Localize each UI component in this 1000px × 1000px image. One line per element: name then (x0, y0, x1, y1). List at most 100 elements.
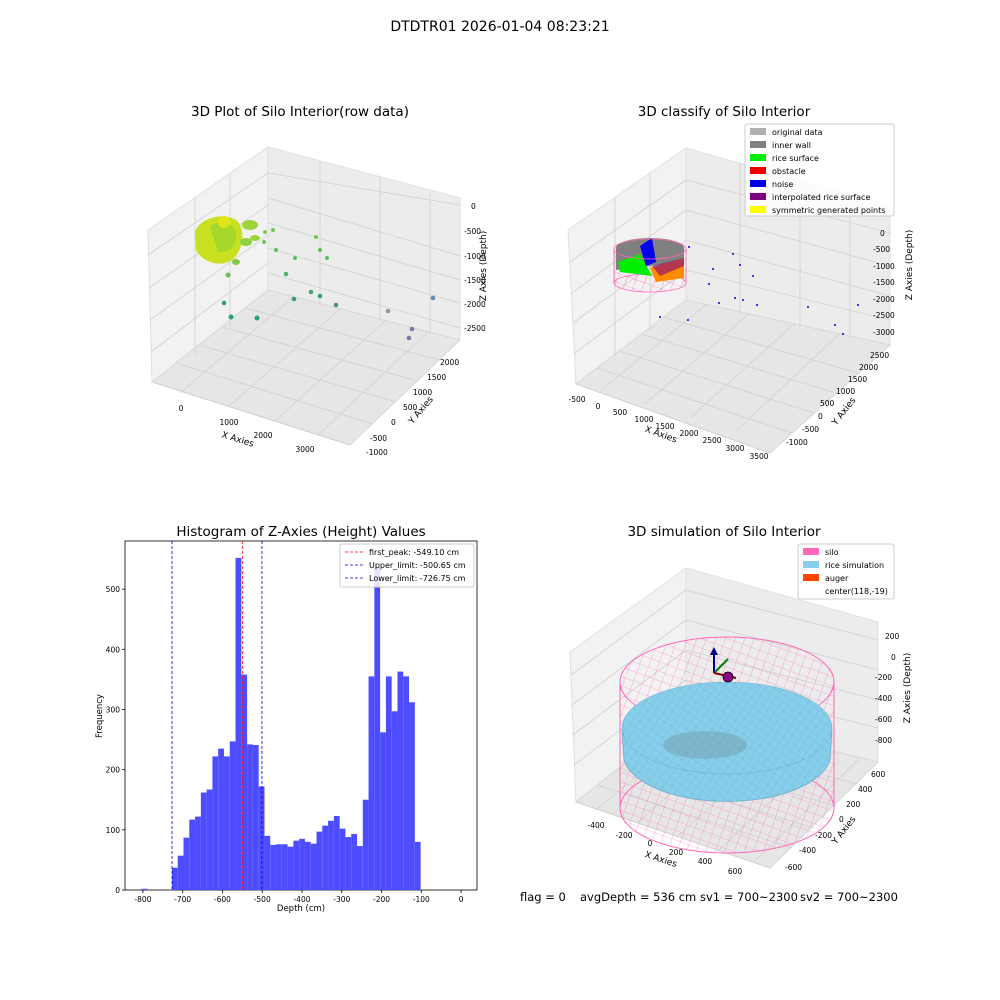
hist-legend-entry-2: Lower_limit: -726.75 cm (345, 574, 466, 583)
classify-legend-frame (744, 123, 895, 217)
raw-z-tick-0: -2500 (464, 324, 486, 333)
hist-y-tick-label: 200 (106, 766, 121, 775)
hist-y-tick-label: 0 (115, 886, 120, 895)
hist-legend-label-2: Lower_limit: -726.75 cm (369, 574, 466, 583)
classify-z-tick-1: -2500 (873, 311, 895, 320)
hist-title: Histogram of Z-Axies (Height) Values (176, 524, 425, 540)
raw-z-tick-4: -500 (464, 227, 481, 236)
footer-stats: flag = 0 avgDepth = 536 cm sv1 = 700~230… (520, 890, 898, 904)
sim-x-tick-0: -400 (587, 821, 604, 830)
sim-z-tick-3: -200 (875, 673, 892, 682)
raw-x-tick-3: 3000 (295, 445, 314, 454)
classify-legend-swatch-5 (750, 193, 766, 200)
hist-bar (397, 671, 404, 890)
sim-center-marker (722, 671, 734, 683)
sim-legend-entry-1: rice simulation (803, 561, 884, 570)
hist-bar (403, 676, 410, 890)
hist-bar (235, 557, 242, 890)
hist-x-tick-label: -800 (134, 895, 151, 904)
sim-x-tick-5: 600 (728, 867, 743, 876)
classify-x-tick-6: 2500 (702, 436, 721, 445)
classify-x-tick-3: 1000 (634, 415, 653, 424)
hist-bar (339, 828, 346, 890)
raw-z-tick-5: 0 (471, 202, 476, 211)
raw-y-tick-2: 0 (391, 418, 396, 427)
hist-bar (374, 566, 381, 890)
classify-x-tick-4: 1500 (655, 422, 674, 431)
classify-legend-entry-1: inner wall (750, 141, 811, 150)
hist-legend-frame (339, 543, 475, 588)
raw-y-tick-4: 1000 (413, 388, 432, 397)
raw-y-tick-1: -500 (370, 434, 387, 443)
hist-bar (195, 816, 201, 890)
classify-y-tick-1: -500 (802, 425, 819, 434)
hist-bar (310, 843, 317, 890)
hist-bar (287, 846, 294, 890)
hist-x-tick-label: -200 (373, 895, 390, 904)
sim-y-tick-5: 400 (858, 785, 873, 794)
raw-x-tick-1: 1000 (219, 418, 238, 427)
classify-legend-label-1: inner wall (772, 141, 811, 150)
sim-legend-label-0: silo (825, 548, 839, 557)
classify-x-ticks: -500 0 500 1000 1500 2000 2500 3000 3500 (568, 395, 768, 461)
sim-x-tick-3: 200 (669, 848, 684, 857)
hist-bar (391, 711, 398, 890)
classify-legend-entry-3: obstacle (750, 167, 806, 176)
sim-y-ticks: -600 -400 -200 0 200 400 600 (785, 770, 886, 872)
hist-bar (414, 841, 421, 890)
classify-y-tick-2: 0 (818, 412, 823, 421)
figure-suptitle: DTDTR01 2026-01-04 08:23:21 (390, 19, 609, 35)
hist-plot-area (124, 540, 478, 891)
hist-bar-outlier (141, 888, 148, 890)
panel-classify-title: 3D classify of Silo Interior (638, 104, 811, 120)
hist-x-tick-label: -700 (174, 895, 191, 904)
classify-z-tick-5: -500 (873, 245, 890, 254)
hist-bar (345, 837, 352, 890)
hist-bar (264, 835, 271, 890)
sim-legend-entry-0: silo (803, 548, 839, 557)
raw-y-tick-3: 500 (403, 403, 418, 412)
hist-legend-entry-1: Upper_limit: -500.65 cm (345, 561, 466, 570)
raw-y-ticks: -1000 -500 0 500 1000 1500 2000 (366, 358, 459, 457)
raw-xlabel: X Axies (220, 430, 255, 449)
hist-bar (299, 838, 305, 890)
classify-legend-entry-6: symmetric generated points (750, 206, 885, 215)
raw-z-tick-3: -1000 (464, 252, 486, 261)
hist-bar (276, 844, 282, 890)
hist-bar (171, 867, 178, 890)
classify-y-tick-6: 2000 (859, 363, 878, 372)
raw-y-tick-5: 1500 (427, 373, 446, 382)
sim-legend-entry-2: auger (803, 574, 849, 583)
sim-y-tick-6: 600 (871, 770, 886, 779)
hist-bar (322, 825, 329, 890)
hist-bar (304, 841, 311, 890)
hist-bar (385, 676, 392, 890)
hist-bar (212, 756, 219, 890)
classify-legend-label-3: obstacle (772, 167, 806, 176)
sim-legend-swatch-1 (803, 561, 819, 568)
hist-bar (200, 792, 207, 890)
hist-bar (368, 676, 375, 890)
hist-y-tick-label: 300 (106, 705, 121, 714)
classify-legend-label-5: interpolated rice surface (772, 193, 870, 202)
hist-bars (141, 557, 421, 890)
raw-y-tick-6: 2000 (440, 358, 459, 367)
sim-legend: silo rice simulation auger center(118,-1… (797, 543, 895, 600)
classify-y-tick-4: 1000 (836, 387, 855, 396)
classify-z-ticks: -3000 -2500 -2000 -1500 -1000 -500 0 (873, 229, 895, 337)
hist-legend: first_peak: -549.10 cm Upper_limit: -500… (339, 543, 475, 588)
sim-rice-surface (621, 681, 833, 802)
hist-bar (241, 674, 248, 890)
sim-legend-swatch-0 (803, 548, 819, 555)
sim-legend-label-2: auger (825, 574, 849, 583)
sim-z-tick-0: -800 (875, 736, 892, 745)
sim-y-tick-2: -200 (815, 831, 832, 840)
hist-legend-label-0: first_peak: -549.10 cm (369, 548, 459, 557)
hist-x-tick-label: -100 (413, 895, 430, 904)
classify-noise-points (659, 246, 859, 335)
hist-bar (206, 789, 213, 890)
hist-bar (356, 846, 363, 890)
classify-z-tick-0: -3000 (873, 328, 895, 337)
classify-y-tick-3: 500 (820, 399, 835, 408)
classify-y-tick-0: -1000 (786, 438, 808, 447)
